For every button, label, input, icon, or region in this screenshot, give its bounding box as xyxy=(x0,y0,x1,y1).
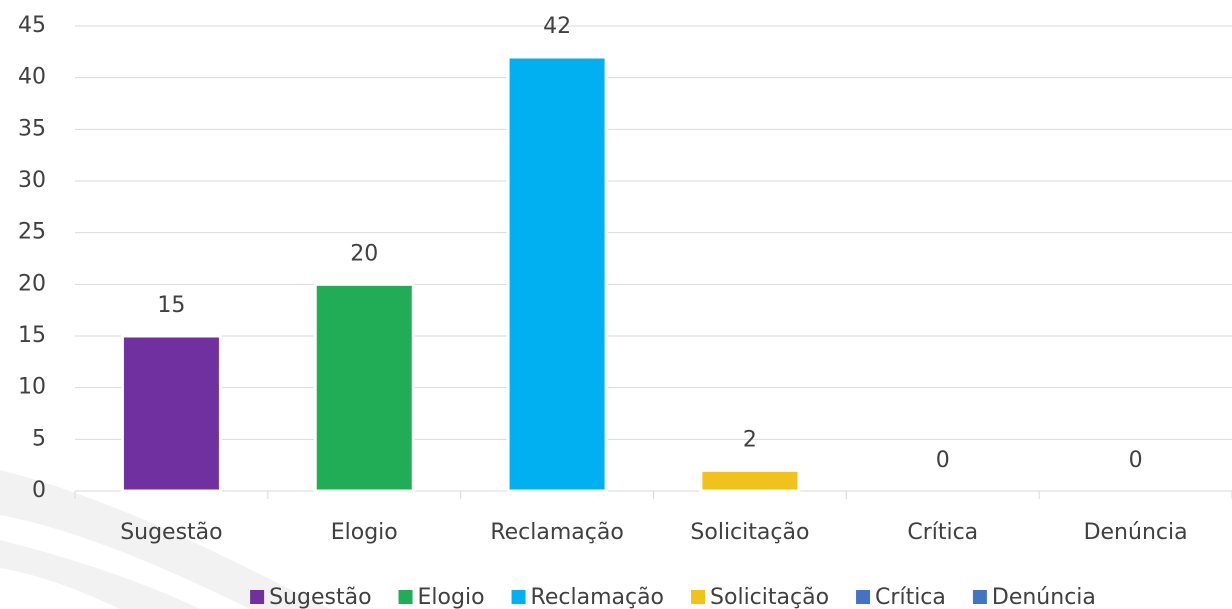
value-label: 20 xyxy=(350,241,378,266)
background-swoosh xyxy=(0,470,330,609)
y-tick-label: 30 xyxy=(18,168,46,193)
y-tick-label: 10 xyxy=(18,375,46,400)
value-label: 15 xyxy=(157,293,185,318)
bar xyxy=(120,334,222,493)
legend-label: Elogio xyxy=(418,585,485,609)
bar xyxy=(699,468,801,493)
y-tick-label: 0 xyxy=(32,478,46,503)
background-swoosh xyxy=(0,540,200,609)
y-tick-label: 5 xyxy=(32,426,46,451)
legend-swatch xyxy=(691,590,706,604)
x-tick-label: Solicitação xyxy=(690,520,809,545)
legend-label: Solicitação xyxy=(710,585,829,609)
y-tick-label: 45 xyxy=(18,13,46,38)
y-tick-label: 20 xyxy=(18,271,46,296)
x-tick-label: Sugestão xyxy=(120,520,222,545)
legend-label: Denúncia xyxy=(992,585,1096,609)
y-tick-label: 25 xyxy=(18,220,46,245)
x-tick-label: Elogio xyxy=(331,520,398,545)
legend-swatch xyxy=(250,590,265,604)
bar xyxy=(313,282,415,493)
legend-label: Sugestão xyxy=(269,585,371,609)
x-tick-label: Reclamação xyxy=(490,520,623,545)
legend-swatch xyxy=(511,590,526,604)
y-tick-label: 35 xyxy=(18,116,46,141)
value-label: 2 xyxy=(743,427,757,452)
x-tick-label: Denúncia xyxy=(1084,520,1188,545)
x-tick-label: Crítica xyxy=(907,520,978,545)
legend-label: Reclamação xyxy=(531,585,664,609)
bar xyxy=(506,55,608,493)
y-tick-label: 40 xyxy=(18,65,46,90)
legend-swatch xyxy=(398,590,413,604)
y-tick-label: 15 xyxy=(18,323,46,348)
value-label: 0 xyxy=(936,448,950,473)
legend-label: Crítica xyxy=(875,585,946,609)
legend-swatch xyxy=(972,590,987,604)
legend-swatch xyxy=(856,590,871,604)
value-label: 0 xyxy=(1129,448,1143,473)
value-label: 42 xyxy=(543,14,571,39)
